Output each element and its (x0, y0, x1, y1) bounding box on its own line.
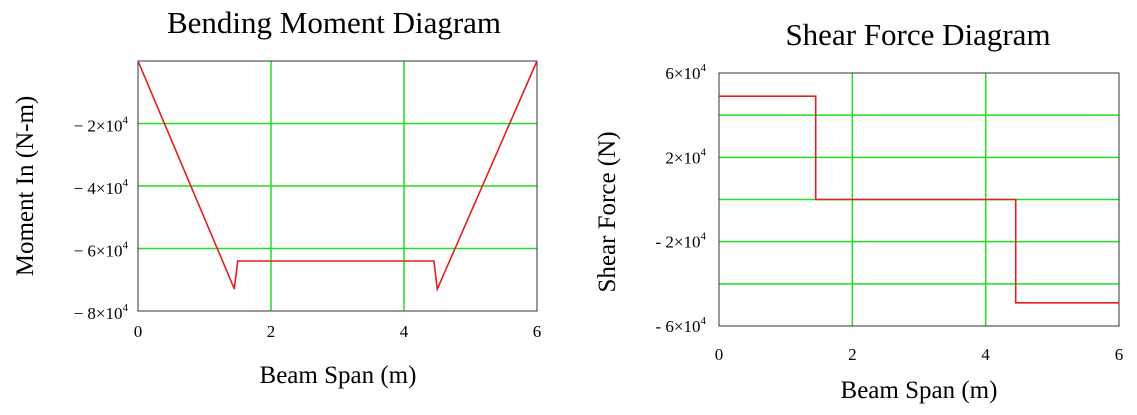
y-tick-label: - 2×104 (656, 231, 707, 252)
x-axis-label: Beam Span (m) (260, 362, 417, 389)
chart-title: Shear Force Diagram (785, 17, 1050, 52)
y-axis-label: Shear Force (N) (594, 131, 621, 292)
x-tick-label: 2 (848, 345, 857, 364)
y-tick-label: − 4×104 (74, 177, 129, 198)
series-line (719, 95, 1119, 304)
x-tick-label: 6 (533, 322, 542, 341)
y-tick-label: 2×104 (665, 146, 706, 167)
y-tick-label: - 6×104 (656, 315, 707, 336)
x-tick-label: 4 (981, 345, 990, 364)
y-tick-label: 6×104 (665, 62, 706, 83)
x-tick-label: 0 (715, 345, 724, 364)
x-tick-label: 2 (267, 322, 276, 341)
chart-1: Bending Moment Diagram 0 2 4 6 − 2×104 − 4×104… (12, 5, 541, 389)
x-axis-label: Beam Span (m) (841, 377, 998, 404)
x-tick-label: 4 (400, 322, 409, 341)
y-tick-label: − 2×104 (74, 115, 129, 136)
y-tick-label: − 6×104 (74, 240, 129, 261)
x-tick-label: 0 (134, 322, 143, 341)
plot-frame (137, 60, 538, 312)
chart-2: Shear Force Diagram 0 2 4 6 6×104 2×104 - 2×104… (594, 17, 1123, 404)
series-line (137, 60, 538, 293)
y-tick-label: − 8×104 (74, 302, 129, 323)
y-axis-label: Moment In (N-m) (12, 96, 39, 277)
x-tick-label: 6 (1115, 345, 1124, 364)
chart-title: Bending Moment Diagram (167, 5, 501, 40)
plot-frame (718, 72, 1120, 327)
